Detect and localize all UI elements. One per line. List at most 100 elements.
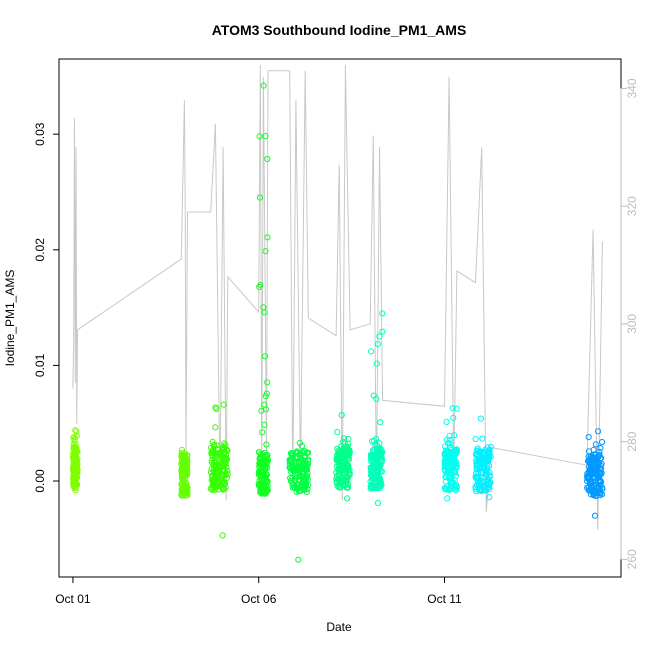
- data-point: [262, 248, 269, 255]
- data-point: [260, 304, 267, 311]
- data-point: [335, 449, 342, 456]
- data-point: [368, 465, 375, 472]
- data-point: [224, 467, 231, 474]
- data-point: [336, 481, 343, 488]
- point-cluster: [286, 439, 312, 563]
- data-point: [450, 414, 457, 421]
- data-point: [472, 435, 479, 443]
- point-cluster: [583, 428, 606, 519]
- data-point: [585, 434, 592, 441]
- data-point: [377, 419, 384, 426]
- data-point: [258, 407, 265, 414]
- data-point: [598, 478, 605, 485]
- data-point: [261, 353, 269, 360]
- data-point: [71, 484, 78, 492]
- data-point: [476, 486, 484, 493]
- data-point: [294, 454, 301, 462]
- data-point: [215, 456, 222, 463]
- data-point: [337, 456, 344, 463]
- data-point: [255, 468, 263, 475]
- data-point: [591, 482, 598, 489]
- data-point: [371, 475, 378, 482]
- point-cluster: [178, 446, 191, 499]
- data-point: [588, 453, 595, 460]
- data-point: [590, 492, 597, 499]
- data-point: [295, 556, 302, 563]
- data-point: [261, 421, 268, 428]
- data-point: [179, 475, 186, 482]
- data-point: [377, 468, 384, 475]
- data-point: [448, 455, 455, 462]
- data-point: [289, 466, 296, 474]
- data-point: [486, 450, 493, 457]
- data-point: [373, 395, 380, 403]
- data-point: [345, 470, 353, 477]
- data-point: [472, 473, 479, 480]
- data-point: [183, 457, 190, 464]
- data-point: [595, 428, 602, 435]
- data-point: [379, 328, 386, 335]
- data-point: [336, 472, 343, 479]
- data-point: [443, 418, 450, 426]
- data-point: [599, 438, 606, 446]
- data-point: [595, 469, 602, 476]
- x-tick-label: Oct 06: [241, 592, 277, 606]
- data-point: [221, 461, 228, 468]
- data-point: [300, 449, 307, 456]
- data-point: [443, 436, 450, 443]
- data-point: [378, 458, 385, 466]
- data-point: [287, 457, 294, 464]
- data-point: [445, 468, 452, 475]
- data-point: [482, 446, 489, 454]
- data-point: [73, 432, 80, 439]
- data-point: [592, 441, 599, 448]
- data-point: [303, 449, 310, 457]
- data-point: [208, 459, 216, 466]
- data-point: [262, 477, 269, 484]
- data-point: [178, 460, 185, 468]
- point-cluster: [367, 310, 386, 507]
- data-point: [212, 404, 219, 411]
- data-point: [259, 469, 267, 476]
- data-point: [344, 495, 351, 502]
- data-point: [597, 489, 604, 496]
- data-point: [487, 479, 494, 486]
- data-point: [447, 483, 454, 490]
- data-point: [264, 478, 271, 485]
- data-point: [448, 479, 455, 486]
- data-point: [179, 488, 186, 495]
- y-tick-label: 0.00: [33, 469, 47, 493]
- data-point: [256, 449, 263, 456]
- data-point: [368, 348, 375, 355]
- data-point: [344, 461, 351, 468]
- data-point: [71, 471, 79, 478]
- data-point: [338, 412, 345, 419]
- y-right-tick-label: 260: [625, 549, 639, 569]
- data-point: [444, 449, 451, 456]
- data-point: [73, 428, 80, 435]
- data-point: [262, 133, 269, 140]
- data-point: [71, 452, 79, 459]
- data-point: [221, 440, 228, 447]
- data-point: [220, 401, 227, 408]
- data-point: [263, 441, 270, 448]
- point-cluster: [472, 415, 494, 501]
- y-tick-label: 0.02: [33, 238, 47, 262]
- point-cluster: [69, 427, 81, 494]
- data-point: [375, 445, 383, 452]
- data-point: [342, 450, 349, 457]
- data-point: [487, 443, 494, 451]
- data-point: [345, 449, 352, 456]
- data-point: [288, 458, 295, 465]
- data-point: [179, 471, 186, 478]
- data-point: [263, 484, 270, 491]
- y-tick-label: 0.01: [33, 353, 47, 377]
- data-point: [209, 449, 216, 456]
- data-point: [374, 499, 381, 507]
- axis-layer: 0.00 0.01 0.02 0.03 260 280 300 320 340 Oct 01 Oct…: [33, 78, 639, 606]
- chart-title: ATOM3 Southbound Iodine_PM1_AMS: [212, 22, 467, 38]
- data-point: [446, 440, 453, 447]
- data-point: [370, 446, 377, 454]
- data-point: [453, 405, 460, 412]
- data-point: [259, 429, 266, 436]
